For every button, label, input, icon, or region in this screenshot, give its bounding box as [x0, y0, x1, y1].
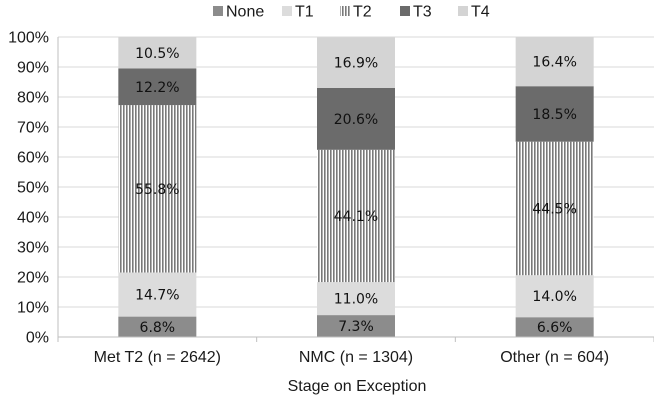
data-label: 6.6%: [537, 320, 573, 336]
data-label: 6.8%: [140, 320, 176, 336]
y-tick-label: 10%: [17, 300, 49, 317]
y-tick-label: 100%: [8, 30, 49, 47]
x-axis-title: Stage on Exception: [288, 378, 427, 395]
y-tick-label: 40%: [17, 210, 49, 227]
y-tick-label: 20%: [17, 270, 49, 287]
data-label: 44.5%: [532, 201, 576, 217]
data-label: 18.5%: [532, 107, 576, 123]
bar-segment-none: [317, 315, 395, 337]
y-axis: 0% 10% 20% 30% 40% 50% 60% 70% 80% 90% 100%: [8, 30, 59, 347]
data-label: 20.6%: [334, 112, 378, 128]
data-label: 7.3%: [338, 319, 374, 335]
legend-label: T2: [353, 4, 372, 21]
y-tick-label: 0%: [26, 330, 49, 347]
x-axis: Met T2 (n = 2642) NMC (n = 1304) Other (n …: [57, 336, 654, 366]
bar-segment-t2: [118, 105, 197, 273]
legend-label: None: [226, 4, 264, 21]
bar-segment-t3: [317, 88, 395, 150]
bars: 6.8% 14.7% 55.8% 12.2% 10.5% 7.3% 11.0% 44.1% 20…: [118, 37, 594, 337]
bar-segment-t1: [118, 272, 197, 317]
data-label: 16.4%: [532, 55, 576, 71]
x-category-label: Other (n = 604): [500, 349, 609, 366]
legend-swatch-t2: [340, 6, 350, 16]
x-category-label: Met T2 (n = 2642): [94, 349, 221, 366]
bar-segment-none: [118, 316, 197, 337]
y-tick-label: 90%: [17, 60, 49, 77]
legend-swatch-t3: [400, 6, 410, 16]
data-label: 14.7%: [135, 288, 179, 304]
data-label: 16.9%: [334, 56, 378, 72]
legend: None T1 T2 T3 T4: [213, 4, 490, 21]
legend-swatch-t1: [282, 6, 292, 16]
bar-segment-none: [515, 317, 594, 337]
data-label: 44.1%: [334, 209, 378, 225]
data-label: 11.0%: [334, 292, 378, 308]
legend-swatch-t4: [458, 6, 468, 16]
bar-segment-t2: [317, 149, 395, 283]
y-tick-label: 70%: [17, 120, 49, 137]
bar-segment-t4: [317, 37, 395, 88]
legend-label: T3: [413, 4, 432, 21]
y-tick-label: 30%: [17, 240, 49, 257]
data-label: 55.8%: [135, 182, 179, 198]
x-category-label: NMC (n = 1304): [299, 349, 413, 366]
bar-segment-t1: [515, 275, 594, 318]
bar-segment-t3: [118, 68, 197, 106]
legend-swatch-none: [213, 6, 223, 16]
y-tick-label: 50%: [17, 180, 49, 197]
y-tick-label: 80%: [17, 90, 49, 107]
y-tick-label: 60%: [17, 150, 49, 167]
legend-label: T1: [295, 4, 314, 21]
data-label: 10.5%: [135, 46, 179, 62]
data-label: 12.2%: [135, 80, 179, 96]
bar-segment-t4: [118, 37, 197, 69]
bar-segment-t3: [515, 86, 594, 142]
bar-segment-t4: [515, 37, 594, 87]
legend-label: T4: [471, 4, 490, 21]
bar-segment-t2: [515, 141, 594, 276]
data-label: 14.0%: [532, 289, 576, 305]
bar-segment-t1: [317, 282, 395, 316]
